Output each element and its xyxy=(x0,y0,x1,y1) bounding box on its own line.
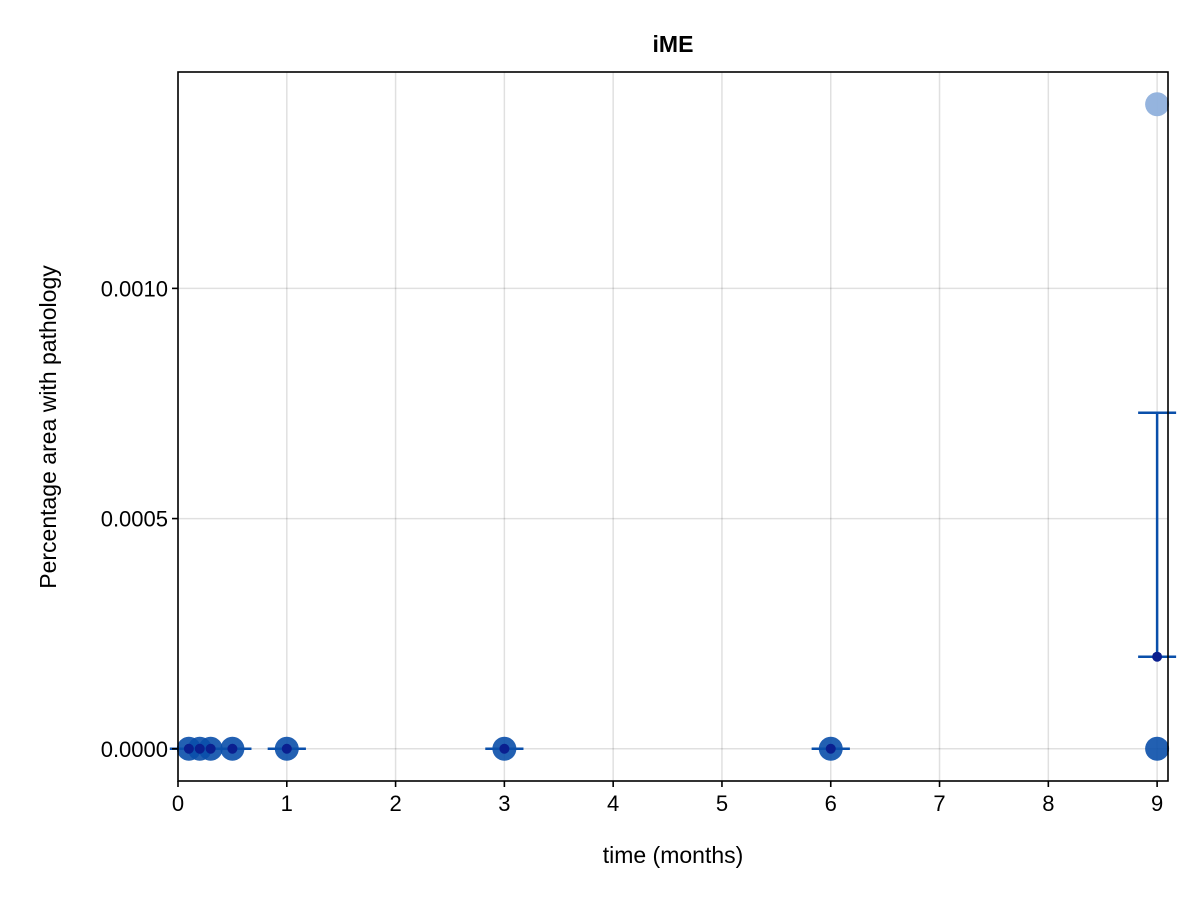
x-tick-label: 5 xyxy=(716,791,728,816)
y-axis-label: Percentage area with pathology xyxy=(35,265,61,589)
mean-marker xyxy=(205,743,216,754)
x-tick-label: 3 xyxy=(498,791,510,816)
mean-marker xyxy=(499,743,510,754)
y-tick-label: 0.0010 xyxy=(101,276,168,301)
x-tick-label: 4 xyxy=(607,791,619,816)
mean-marker xyxy=(227,743,238,754)
plot-frame xyxy=(177,71,1169,782)
x-tick-label: 1 xyxy=(281,791,293,816)
mean-marker xyxy=(825,743,836,754)
grid-lines xyxy=(177,72,1168,781)
x-tick-label: 2 xyxy=(389,791,401,816)
mean-marker xyxy=(194,743,205,754)
plot-area xyxy=(169,92,1177,761)
x-tick-label: 8 xyxy=(1042,791,1054,816)
x-tick-label: 9 xyxy=(1151,791,1163,816)
data-point xyxy=(1145,736,1170,761)
y-tick-label: 0.0005 xyxy=(101,507,168,532)
data-point xyxy=(1145,92,1170,117)
mean-marker xyxy=(183,743,194,754)
x-tick-label: 7 xyxy=(933,791,945,816)
x-tick-label: 6 xyxy=(825,791,837,816)
x-tick-label: 0 xyxy=(172,791,184,816)
axes: 0 1 2 3 4 5 6 7 8 9 0.0000 0.0005 0.0010 xyxy=(101,276,1164,816)
mean-marker xyxy=(281,743,292,754)
chart-title: iME xyxy=(653,31,694,57)
x-axis-label: time (months) xyxy=(603,842,744,868)
y-tick-label: 0.0000 xyxy=(101,737,168,762)
mean-marker xyxy=(1152,651,1163,662)
